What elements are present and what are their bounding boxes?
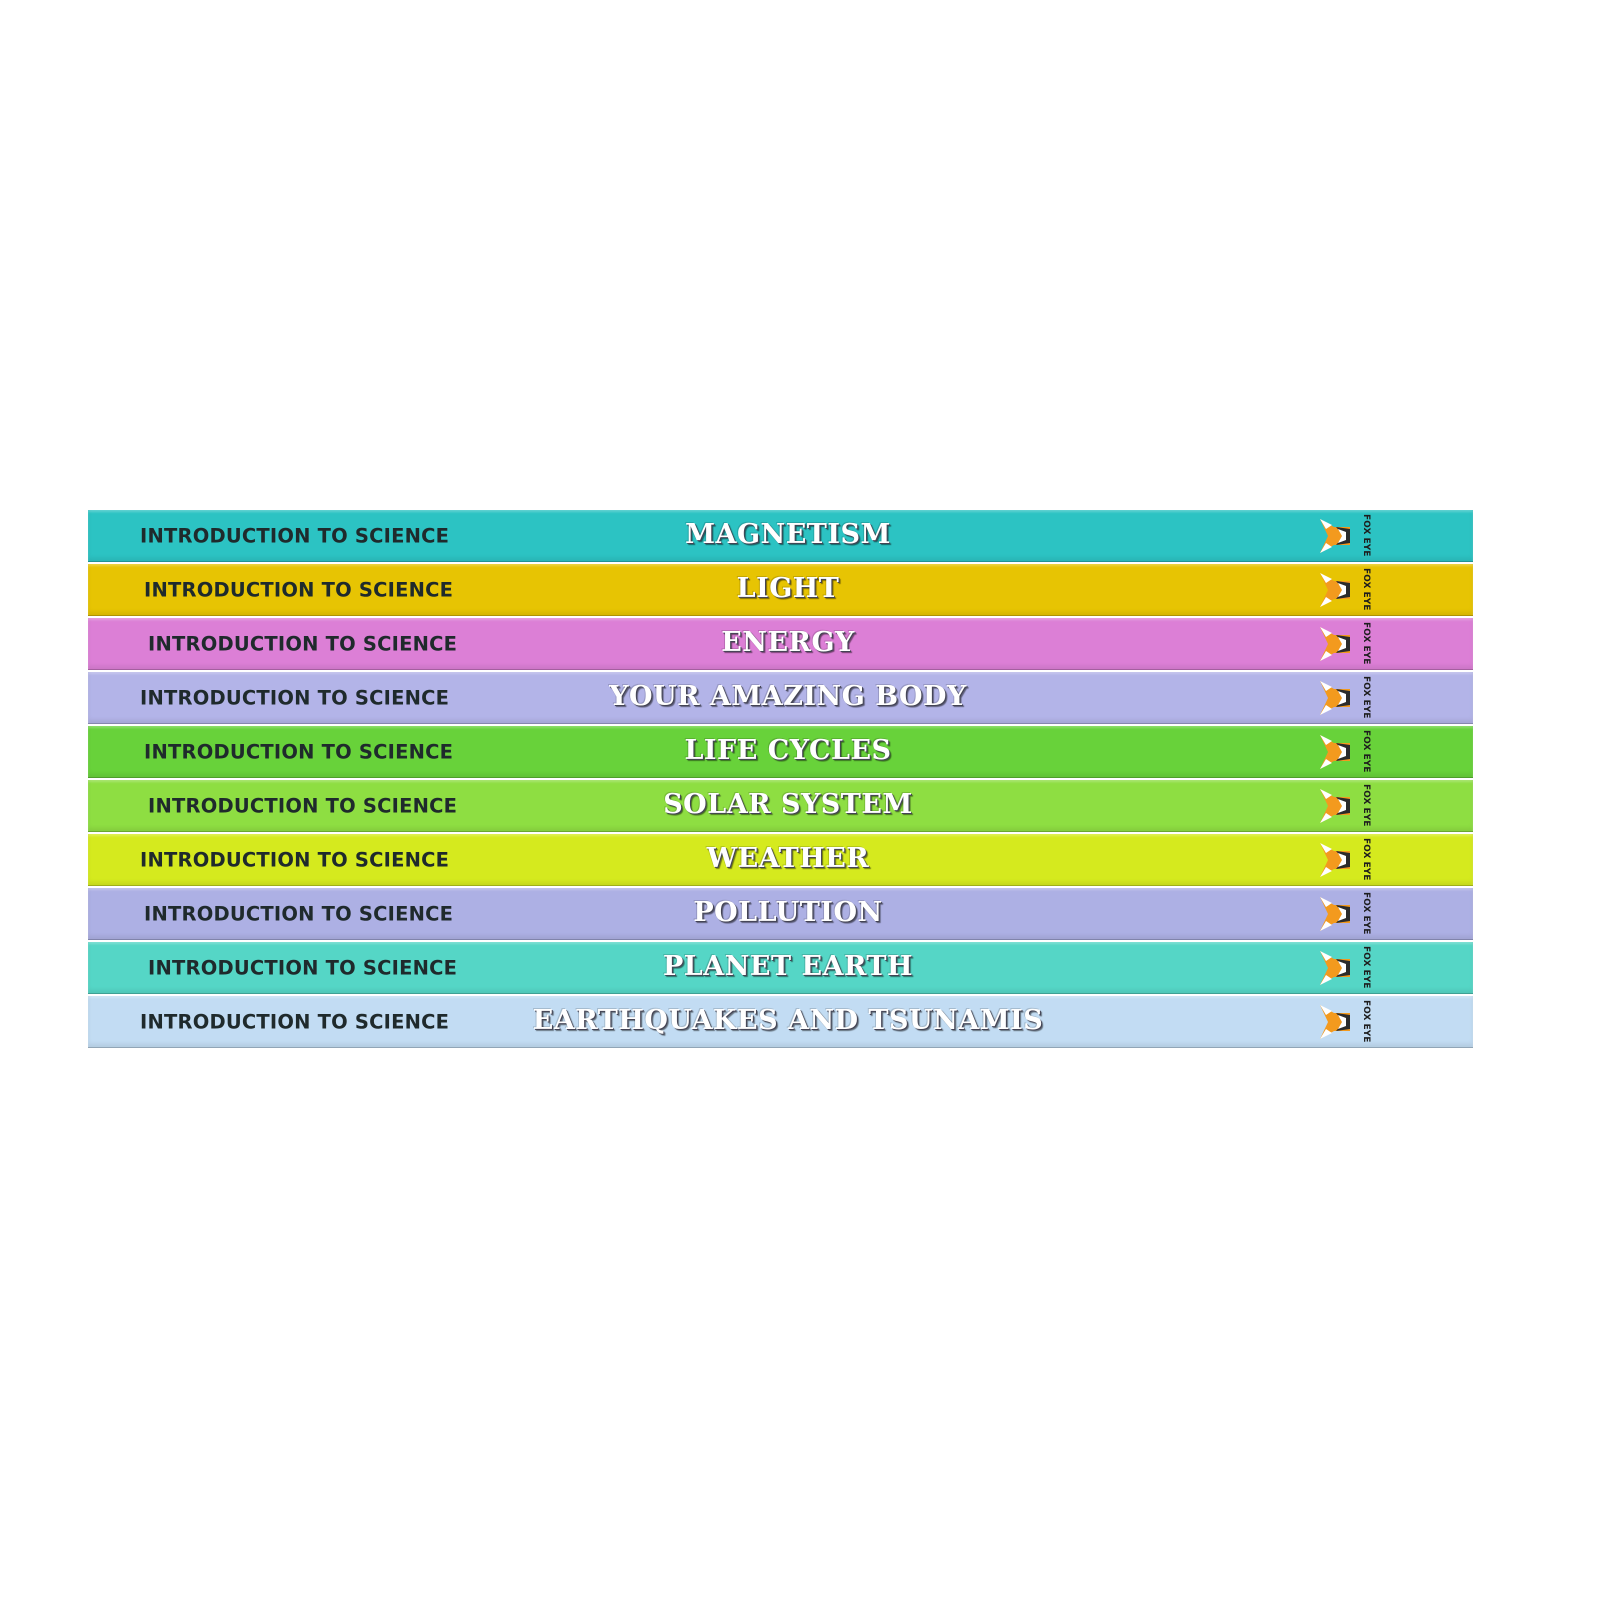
series-label: INTRODUCTION TO SCIENCE <box>148 794 458 817</box>
fox-head-icon <box>1320 1005 1350 1039</box>
publisher-logo: FOX EYE <box>1316 891 1386 937</box>
book-spine: INTRODUCTION TO SCIENCE ENERGY FOX EYE <box>88 618 1473 670</box>
publisher-logo-text: FOX EYE <box>1361 946 1371 989</box>
publisher-logo: FOX EYE <box>1316 621 1386 667</box>
book-spine: INTRODUCTION TO SCIENCE SOLAR SYSTEM FOX… <box>88 780 1473 832</box>
fox-head-icon <box>1320 519 1350 553</box>
publisher-logo-text: FOX EYE <box>1361 1000 1371 1043</box>
book-spine: INTRODUCTION TO SCIENCE YOUR AMAZING BOD… <box>88 672 1473 724</box>
publisher-logo: FOX EYE <box>1316 729 1386 775</box>
series-label: INTRODUCTION TO SCIENCE <box>148 632 458 655</box>
publisher-logo-text: FOX EYE <box>1361 838 1371 881</box>
series-label: INTRODUCTION TO SCIENCE <box>140 1010 450 1033</box>
publisher-logo-text: FOX EYE <box>1361 622 1371 665</box>
book-stack: INTRODUCTION TO SCIENCE MAGNETISM FOX EY… <box>88 510 1473 1050</box>
series-label: INTRODUCTION TO SCIENCE <box>144 578 454 601</box>
publisher-logo: FOX EYE <box>1316 999 1386 1045</box>
publisher-logo: FOX EYE <box>1316 945 1386 991</box>
book-title: WEATHER <box>706 842 870 874</box>
book-spine: INTRODUCTION TO SCIENCE EARTHQUAKES AND … <box>88 996 1473 1048</box>
book-title: POLLUTION <box>693 896 883 928</box>
book-spine: INTRODUCTION TO SCIENCE MAGNETISM FOX EY… <box>88 510 1473 562</box>
publisher-logo-text: FOX EYE <box>1361 568 1371 611</box>
publisher-logo-text: FOX EYE <box>1361 784 1371 827</box>
publisher-logo: FOX EYE <box>1316 783 1386 829</box>
series-label: INTRODUCTION TO SCIENCE <box>148 956 458 979</box>
series-label: INTRODUCTION TO SCIENCE <box>140 524 450 547</box>
publisher-logo: FOX EYE <box>1316 675 1386 721</box>
series-label: INTRODUCTION TO SCIENCE <box>144 902 454 925</box>
publisher-logo-text: FOX EYE <box>1361 892 1371 935</box>
book-title: SOLAR SYSTEM <box>663 788 913 820</box>
fox-head-icon <box>1320 789 1350 823</box>
publisher-logo-text: FOX EYE <box>1361 514 1371 557</box>
publisher-logo: FOX EYE <box>1316 513 1386 559</box>
fox-head-icon <box>1320 897 1350 931</box>
book-spine: INTRODUCTION TO SCIENCE POLLUTION FOX EY… <box>88 888 1473 940</box>
book-title: YOUR AMAZING BODY <box>609 680 967 712</box>
publisher-logo: FOX EYE <box>1316 837 1386 883</box>
fox-head-icon <box>1320 681 1350 715</box>
book-spine: INTRODUCTION TO SCIENCE PLANET EARTH FOX… <box>88 942 1473 994</box>
book-title: LIFE CYCLES <box>684 734 892 766</box>
fox-head-icon <box>1320 951 1350 985</box>
publisher-logo: FOX EYE <box>1316 567 1386 613</box>
book-title: LIGHT <box>736 572 840 604</box>
publisher-logo-text: FOX EYE <box>1361 676 1371 719</box>
book-title: PLANET EARTH <box>662 950 914 982</box>
series-label: INTRODUCTION TO SCIENCE <box>140 848 450 871</box>
book-title: ENERGY <box>721 626 855 658</box>
book-spine: INTRODUCTION TO SCIENCE WEATHER FOX EYE <box>88 834 1473 886</box>
book-title: EARTHQUAKES AND TSUNAMIS <box>532 1004 1044 1036</box>
series-label: INTRODUCTION TO SCIENCE <box>140 686 450 709</box>
fox-head-icon <box>1320 735 1350 769</box>
fox-head-icon <box>1320 573 1350 607</box>
fox-head-icon <box>1320 843 1350 877</box>
book-spine: INTRODUCTION TO SCIENCE LIGHT FOX EYE <box>88 564 1473 616</box>
publisher-logo-text: FOX EYE <box>1361 730 1371 773</box>
fox-head-icon <box>1320 627 1350 661</box>
series-label: INTRODUCTION TO SCIENCE <box>144 740 454 763</box>
book-spine: INTRODUCTION TO SCIENCE LIFE CYCLES FOX … <box>88 726 1473 778</box>
book-title: MAGNETISM <box>685 518 891 550</box>
